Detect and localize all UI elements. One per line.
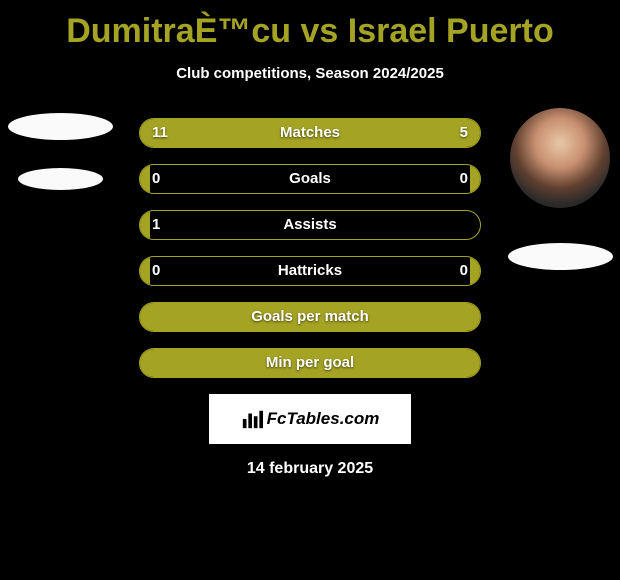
player1-avatar-placeholder: [8, 113, 113, 140]
brand-text: FcTables.com: [241, 408, 380, 430]
date-label: 14 february 2025: [0, 460, 620, 478]
brand-label: FcTables.com: [267, 409, 380, 429]
page-subtitle: Club competitions, Season 2024/2025: [0, 65, 620, 82]
bar-row-matches: 11 Matches 5: [139, 118, 481, 148]
bar-value-right: 0: [460, 257, 468, 285]
bar-row-min-per-goal: Min per goal: [139, 348, 481, 378]
player2-avatar: [510, 108, 610, 208]
bar-label: Hattricks: [140, 257, 480, 285]
bar-label: Min per goal: [140, 349, 480, 377]
brand-badge: FcTables.com: [209, 394, 411, 444]
player2-badge-placeholder: [508, 243, 613, 270]
bar-row-hattricks: 0 Hattricks 0: [139, 256, 481, 286]
comparison-bars: 11 Matches 5 0 Goals 0 1 Assists 0 Hattr…: [139, 118, 481, 378]
bar-row-goals: 0 Goals 0: [139, 164, 481, 194]
page-title: DumitraÈ™cu vs Israel Puerto: [0, 0, 620, 51]
bar-row-goals-per-match: Goals per match: [139, 302, 481, 332]
bar-label: Assists: [140, 211, 480, 239]
bar-value-right: 5: [460, 119, 468, 147]
bar-label: Goals per match: [140, 303, 480, 331]
bar-label: Matches: [140, 119, 480, 147]
comparison-area: 11 Matches 5 0 Goals 0 1 Assists 0 Hattr…: [0, 118, 620, 478]
bars-icon: [241, 408, 263, 430]
bar-row-assists: 1 Assists: [139, 210, 481, 240]
bar-label: Goals: [140, 165, 480, 193]
player1-badge-placeholder: [18, 168, 103, 190]
bar-value-right: 0: [460, 165, 468, 193]
